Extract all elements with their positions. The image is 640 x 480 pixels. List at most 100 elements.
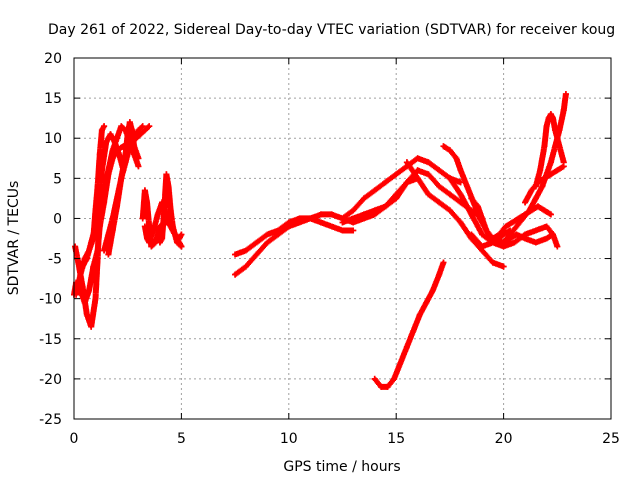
data-point <box>502 223 509 230</box>
data-point <box>560 163 567 170</box>
data-point <box>552 127 559 134</box>
data-point <box>88 239 95 246</box>
data-point <box>513 223 520 230</box>
data-point <box>509 219 516 226</box>
data-point <box>403 159 410 166</box>
data-point <box>526 207 533 214</box>
y-tick-label: -25 <box>39 412 62 428</box>
data-point <box>446 191 453 198</box>
data-point <box>94 255 101 262</box>
data-point <box>141 223 148 230</box>
series-sat-n <box>403 159 507 270</box>
data-point <box>457 167 464 174</box>
series-sat-t <box>532 111 567 190</box>
data-point <box>350 227 357 234</box>
data-point <box>543 235 550 242</box>
data-point <box>141 187 148 194</box>
data-point <box>550 115 557 122</box>
data-point <box>232 251 239 258</box>
data-point <box>105 251 112 258</box>
data-point <box>560 107 567 114</box>
data-point <box>391 375 398 382</box>
axis-ticks: 0 5 10 15 20 25 -25 -20 -15 -10 -5 0 5 10 15 20 <box>39 51 620 447</box>
data-point <box>403 179 410 186</box>
data-point <box>429 287 436 294</box>
data-point <box>384 383 391 390</box>
data-point <box>500 231 507 238</box>
data-point <box>556 143 563 150</box>
data-point <box>483 227 490 234</box>
data-point <box>547 159 554 166</box>
series-sat-p <box>446 175 561 250</box>
data-point <box>554 243 561 250</box>
data-point <box>547 171 554 178</box>
data-point <box>534 179 541 186</box>
data-point <box>92 223 99 230</box>
data-point <box>72 243 79 250</box>
data-point <box>339 227 346 234</box>
data-point <box>360 195 367 202</box>
data-point <box>113 135 120 142</box>
data-point <box>83 255 90 262</box>
y-tick-label: -5 <box>48 252 62 268</box>
data-point <box>165 183 172 190</box>
data-point <box>468 211 475 218</box>
data-point <box>534 203 541 210</box>
data-point <box>135 127 142 134</box>
data-point <box>440 259 447 266</box>
data-point <box>131 143 138 150</box>
data-point <box>178 231 185 238</box>
series-sat-v <box>371 259 447 390</box>
data-point <box>109 147 116 154</box>
data-point <box>98 127 105 134</box>
data-point <box>539 183 546 190</box>
data-point <box>541 143 548 150</box>
data-point <box>318 211 325 218</box>
data-point <box>487 235 494 242</box>
data-point <box>519 215 526 222</box>
data-point <box>532 227 539 234</box>
data-point <box>414 167 421 174</box>
data-point <box>118 123 125 130</box>
data-point <box>275 231 282 238</box>
data-point <box>436 199 443 206</box>
y-tick-label: 20 <box>44 51 62 67</box>
x-tick-label: 25 <box>602 431 620 447</box>
data-point <box>171 231 178 238</box>
data-point <box>440 143 447 150</box>
data-point <box>126 119 133 126</box>
data-point <box>468 231 475 238</box>
y-tick-label: 10 <box>44 131 62 147</box>
data-point <box>425 171 432 178</box>
data-point <box>124 131 131 138</box>
data-point <box>414 175 421 182</box>
data-point <box>446 175 453 182</box>
x-tick-label: 10 <box>280 431 298 447</box>
data-point <box>360 211 367 218</box>
data-point <box>101 187 108 194</box>
data-point <box>446 207 453 214</box>
data-point <box>169 223 176 230</box>
data-point <box>88 323 95 330</box>
data-point <box>94 183 101 190</box>
data-point <box>122 151 129 158</box>
data-point <box>264 239 271 246</box>
data-point <box>541 175 548 182</box>
data-point <box>79 263 86 270</box>
data-point <box>350 207 357 214</box>
data-point <box>500 239 507 246</box>
data-point <box>543 223 550 230</box>
data-point <box>393 195 400 202</box>
data-point <box>436 271 443 278</box>
data-point <box>146 123 153 130</box>
x-axis-label: GPS time / hours <box>283 459 400 475</box>
data-point <box>253 239 260 246</box>
data-point <box>107 131 114 138</box>
data-point <box>378 383 385 390</box>
y-tick-label: 5 <box>53 171 62 187</box>
point-markers <box>371 259 447 390</box>
data-point <box>167 207 174 214</box>
data-point <box>479 243 486 250</box>
data-point <box>464 183 471 190</box>
data-point <box>537 167 544 174</box>
